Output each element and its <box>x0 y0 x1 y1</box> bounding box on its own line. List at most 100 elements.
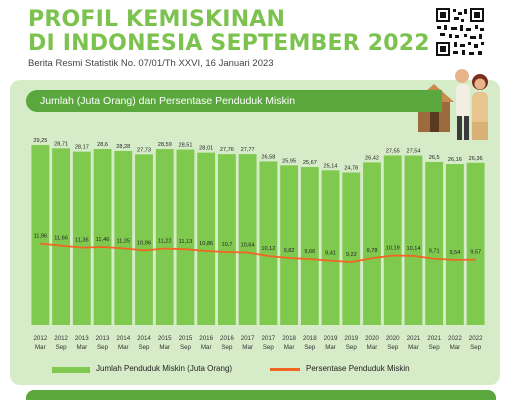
bar <box>114 150 133 325</box>
bar <box>155 149 174 325</box>
line-value-label: 11,66 <box>54 236 68 242</box>
legend-bar-swatch <box>52 367 90 373</box>
bar-value-label: 28,28 <box>116 144 130 150</box>
x-tick-period: Mar <box>408 344 419 351</box>
x-tick-period: Mar <box>367 344 378 351</box>
x-tick-year: 2022 <box>448 335 462 342</box>
x-tick-year: 2016 <box>199 335 213 342</box>
line-value-label: 10,12 <box>261 246 275 252</box>
bar <box>197 152 216 325</box>
x-tick-year: 2020 <box>365 335 379 342</box>
panel-header-bar <box>26 90 442 112</box>
qr-code[interactable] <box>434 6 486 58</box>
bar-value-label: 24,78 <box>344 166 358 172</box>
line-value-label: 9,57 <box>470 250 481 256</box>
bar <box>321 170 340 325</box>
x-tick-year: 2022 <box>469 335 483 342</box>
bar-value-label: 26,16 <box>448 157 462 163</box>
line-value-label: 9,82 <box>284 248 295 254</box>
publication-subtitle: Berita Resmi Statistik No. 07/01/Th XXVI… <box>28 58 274 69</box>
x-tick-period: Sep <box>180 344 192 351</box>
x-tick-year: 2019 <box>324 335 338 342</box>
bar <box>217 154 236 325</box>
x-tick-period: Mar <box>284 344 295 351</box>
x-tick-year: 2012 <box>33 335 47 342</box>
x-tick-year: 2017 <box>261 335 275 342</box>
legend-line-swatch <box>270 368 300 371</box>
x-tick-year: 2018 <box>282 335 296 342</box>
line-value-label: 11,25 <box>116 238 130 244</box>
line-value-label: 11,46 <box>96 237 110 243</box>
bar-value-label: 29,25 <box>33 138 47 144</box>
bar <box>300 167 319 325</box>
bar <box>259 161 278 325</box>
bar-value-label: 28,17 <box>75 145 89 151</box>
x-tick-period: Sep <box>387 344 399 351</box>
percentage-line <box>40 242 476 263</box>
bar-value-label: 27,73 <box>137 147 151 153</box>
line-value-label: 10,96 <box>137 240 151 246</box>
bar-value-label: 26,42 <box>365 155 379 161</box>
x-tick-period: Sep <box>304 344 316 351</box>
legend-line-label: Persentase Penduduk Miskin <box>306 364 410 373</box>
line-value-label: 11,96 <box>34 234 48 240</box>
line-value-label: 10,86 <box>199 241 213 247</box>
x-tick-year: 2021 <box>407 335 421 342</box>
line-value-label: 9,71 <box>429 249 440 255</box>
bar <box>135 154 153 325</box>
x-tick-year: 2018 <box>303 335 317 342</box>
x-tick-year: 2014 <box>137 335 151 342</box>
line-value-label: 9,78 <box>367 248 378 254</box>
bottom-strip <box>26 390 496 400</box>
bar-value-label: 25,67 <box>303 160 317 166</box>
x-tick-period: Mar <box>118 344 129 351</box>
x-tick-year: 2017 <box>241 335 255 342</box>
legend-bar-label: Jumlah Penduduk Miskin (Juta Orang) <box>96 364 233 373</box>
line-value-label: 11,13 <box>179 239 193 245</box>
line-value-label: 11,22 <box>158 239 172 245</box>
bar-value-label: 26,5 <box>429 155 440 161</box>
line-value-label: 10,14 <box>406 246 420 252</box>
line-value-label: 10,19 <box>386 246 400 252</box>
bar-value-label: 25,14 <box>324 163 338 169</box>
bar-value-label: 26,36 <box>469 156 483 162</box>
x-tick-period: Mar <box>242 344 253 351</box>
x-tick-year: 2013 <box>96 335 110 342</box>
x-tick-year: 2019 <box>344 335 358 342</box>
x-tick-period: Mar <box>450 344 461 351</box>
bar-value-label: 27,54 <box>406 149 420 155</box>
bar <box>238 154 257 325</box>
page-title-line-2: DI INDONESIA SEPTEMBER 2022 <box>28 31 430 56</box>
bar <box>176 149 195 325</box>
bar-value-label: 27,77 <box>241 147 255 153</box>
bar <box>425 161 444 325</box>
bar-value-label: 28,6 <box>97 142 108 148</box>
x-tick-period: Mar <box>159 344 170 351</box>
bar-value-label: 28,51 <box>178 143 192 149</box>
bar <box>342 172 361 325</box>
bar-value-label: 25,95 <box>282 158 296 164</box>
x-tick-period: Mar <box>325 344 336 351</box>
bar <box>280 165 299 325</box>
bar-value-label: 27,55 <box>386 148 400 154</box>
x-tick-period: Sep <box>97 344 109 351</box>
bar <box>52 148 71 325</box>
bar <box>31 145 50 325</box>
bar <box>383 155 402 325</box>
x-tick-period: Sep <box>263 344 275 351</box>
x-tick-year: 2021 <box>427 335 441 342</box>
bar-value-label: 27,76 <box>220 147 234 153</box>
line-value-label: 9,22 <box>346 252 357 258</box>
bar-value-label: 28,71 <box>54 141 68 147</box>
x-tick-year: 2012 <box>54 335 68 342</box>
qr-code-icon <box>434 6 486 58</box>
x-tick-period: Mar <box>35 344 46 351</box>
line-value-label: 10,7 <box>221 242 232 248</box>
bar <box>72 151 91 325</box>
bar <box>93 149 112 325</box>
bar <box>363 162 381 325</box>
x-tick-year: 2016 <box>220 335 234 342</box>
x-tick-period: Sep <box>56 344 68 351</box>
bar <box>466 162 485 325</box>
